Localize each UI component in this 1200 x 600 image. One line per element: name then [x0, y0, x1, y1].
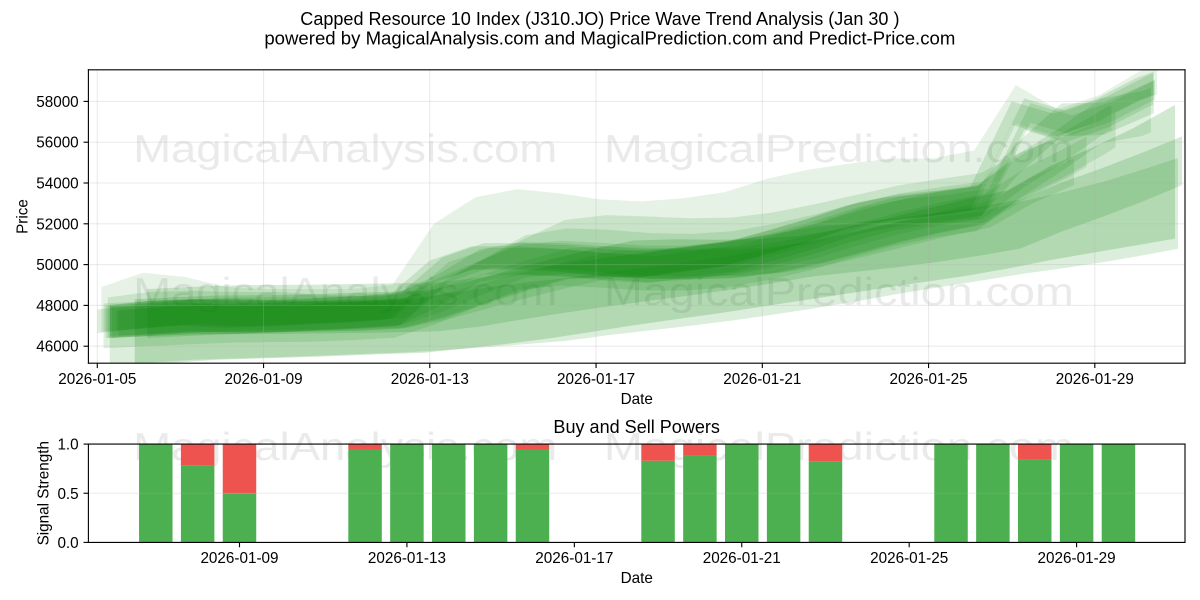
svg-text:2026-01-13: 2026-01-13: [391, 371, 469, 388]
svg-text:2026-01-25: 2026-01-25: [890, 371, 968, 388]
svg-text:Capped Resource 10 Index (J310: Capped Resource 10 Index (J310.JO) Price…: [300, 9, 899, 29]
svg-text:2026-01-05: 2026-01-05: [58, 371, 136, 388]
svg-text:2026-01-09: 2026-01-09: [224, 371, 302, 388]
svg-text:Date: Date: [621, 391, 653, 408]
svg-text:2026-01-09: 2026-01-09: [200, 550, 278, 567]
svg-text:2026-01-25: 2026-01-25: [870, 550, 948, 567]
svg-text:2026-01-17: 2026-01-17: [535, 550, 613, 567]
svg-text:Buy and Sell Powers: Buy and Sell Powers: [553, 417, 720, 437]
svg-text:58000: 58000: [36, 94, 78, 111]
svg-text:powered by MagicalAnalysis.com: powered by MagicalAnalysis.com and Magic…: [264, 29, 955, 49]
svg-text:2026-01-13: 2026-01-13: [368, 550, 446, 567]
svg-text:2026-01-29: 2026-01-29: [1056, 371, 1134, 388]
svg-text:1.0: 1.0: [57, 437, 78, 454]
svg-text:46000: 46000: [36, 339, 78, 356]
svg-text:0.5: 0.5: [57, 486, 78, 503]
svg-text:MagicalAnalysis.com: MagicalAnalysis.com: [133, 128, 557, 171]
svg-text:2026-01-17: 2026-01-17: [557, 371, 635, 388]
svg-text:56000: 56000: [36, 135, 78, 152]
svg-text:Signal Strength: Signal Strength: [36, 441, 53, 545]
svg-text:50000: 50000: [36, 257, 78, 274]
svg-text:0.0: 0.0: [57, 535, 78, 552]
svg-text:48000: 48000: [36, 298, 78, 315]
svg-text:Price: Price: [14, 199, 31, 234]
svg-text:2026-01-21: 2026-01-21: [703, 550, 781, 567]
svg-text:2026-01-21: 2026-01-21: [723, 371, 801, 388]
svg-text:Date: Date: [621, 570, 653, 587]
svg-text:2026-01-29: 2026-01-29: [1038, 550, 1116, 567]
svg-text:54000: 54000: [36, 176, 78, 193]
svg-text:52000: 52000: [36, 216, 78, 233]
